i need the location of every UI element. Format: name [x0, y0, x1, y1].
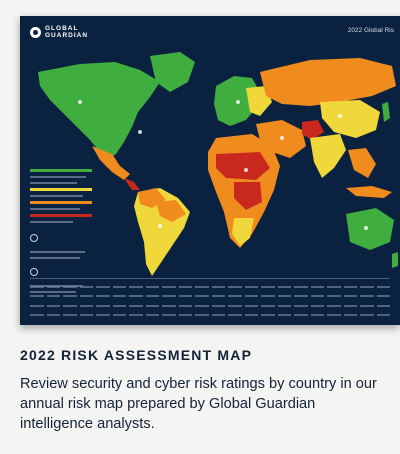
card-heading[interactable]: 2022 RISK ASSESSMENT MAP [20, 347, 253, 363]
china-region [320, 100, 380, 138]
world-risk-map [38, 52, 398, 276]
brazil-north-region [156, 200, 186, 222]
south-asia-region [310, 134, 346, 178]
indonesia-region [346, 186, 392, 198]
sahel-region [216, 152, 270, 180]
marker-icon [30, 233, 38, 242]
marker-icon [30, 267, 38, 276]
north-america-region [38, 62, 160, 160]
southern-africa-region [232, 218, 254, 246]
central-america-region [124, 178, 140, 190]
australia-region [346, 208, 394, 250]
risk-map-poster-image[interactable]: GLOBAL GUARDIAN 2022 Global Ris [20, 16, 400, 325]
greenland-region [150, 52, 195, 92]
mexico-region [92, 146, 130, 180]
poster-sidebar [30, 166, 92, 297]
new-zealand-region [392, 252, 398, 268]
brand-logo: GLOBAL GUARDIAN [30, 25, 105, 39]
afghanistan-region [302, 120, 324, 140]
poster-divider [30, 278, 390, 281]
central-africa-region [234, 182, 262, 210]
brand-name: GLOBAL GUARDIAN [45, 25, 89, 39]
country-risk-list [30, 284, 390, 320]
globe-icon [30, 26, 41, 38]
poster-title: 2022 Global Ris [347, 27, 394, 34]
southeast-asia-region [348, 148, 376, 178]
russia-region [260, 58, 396, 106]
card-description: Review security and cyber risk ratings b… [20, 376, 377, 432]
japan-region [382, 102, 390, 122]
